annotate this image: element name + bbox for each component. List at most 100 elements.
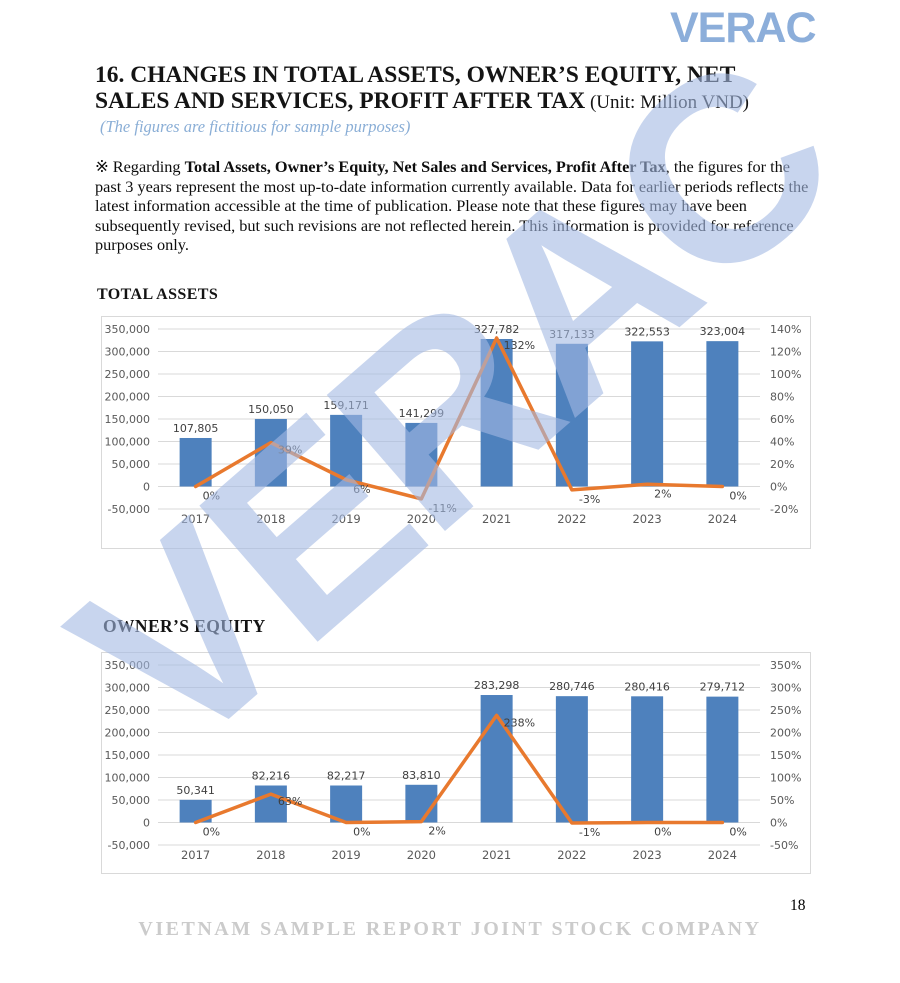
svg-text:0%: 0% [654,826,671,839]
svg-text:2021: 2021 [482,848,511,862]
svg-text:0: 0 [143,817,150,830]
svg-text:2%: 2% [428,825,445,838]
svg-text:-50,000: -50,000 [108,839,150,852]
svg-text:250,000: 250,000 [105,368,151,381]
svg-text:200,000: 200,000 [105,727,151,740]
svg-text:60%: 60% [770,413,794,426]
svg-text:317,133: 317,133 [549,328,595,341]
svg-text:39%: 39% [278,444,302,457]
disclaimer-paragraph: ※ Regarding Total Assets, Owner’s Equity… [95,157,819,255]
svg-text:279,712: 279,712 [700,681,746,694]
svg-text:50,000: 50,000 [112,458,151,471]
svg-text:100,000: 100,000 [105,436,151,449]
svg-text:50,000: 50,000 [112,794,151,807]
svg-text:200,000: 200,000 [105,391,151,404]
svg-text:159,171: 159,171 [323,399,369,412]
svg-text:-3%: -3% [579,493,600,506]
svg-text:280,746: 280,746 [549,680,595,693]
svg-text:140%: 140% [770,323,801,336]
svg-text:0%: 0% [729,826,746,839]
title-line1: 16. CHANGES IN TOTAL ASSETS, OWNER’S EQU… [95,62,736,88]
svg-text:350,000: 350,000 [105,323,151,336]
svg-text:150,000: 150,000 [105,749,151,762]
fictitious-figures-note: (The figures are fictitious for sample p… [100,117,411,136]
svg-text:2023: 2023 [632,512,661,526]
svg-text:100%: 100% [770,368,801,381]
svg-text:-50,000: -50,000 [108,503,150,516]
title-unit: (Unit: Million VND) [585,92,749,113]
svg-text:82,217: 82,217 [327,770,366,783]
footer-company-name: VIETNAM SAMPLE REPORT JOINT STOCK COMPAN… [138,918,762,940]
svg-text:238%: 238% [504,716,535,729]
svg-text:2018: 2018 [256,848,285,862]
verac-logo: VERAC [670,4,817,52]
svg-text:-50%: -50% [770,839,798,852]
svg-text:350,000: 350,000 [105,659,151,672]
svg-text:107,805: 107,805 [173,422,219,435]
svg-text:132%: 132% [504,339,535,352]
svg-text:120%: 120% [770,346,801,359]
svg-text:20%: 20% [770,458,794,471]
svg-text:-11%: -11% [428,502,456,515]
svg-text:0%: 0% [353,826,370,839]
svg-text:82,216: 82,216 [252,770,291,783]
svg-text:2024: 2024 [708,512,737,526]
svg-text:323,004: 323,004 [700,325,746,338]
svg-text:50,341: 50,341 [176,784,215,797]
svg-text:100,000: 100,000 [105,772,151,785]
owners-equity-chart-title: OWNER’S EQUITY [103,616,266,636]
svg-text:0%: 0% [770,481,787,494]
disclaimer-body: , the figures for the past 3 years repre… [95,157,809,254]
svg-text:327,782: 327,782 [474,323,520,336]
disclaimer-prefix: ※ Regarding [95,157,185,176]
svg-text:-20%: -20% [770,503,798,516]
svg-text:2020: 2020 [407,848,436,862]
svg-text:2021: 2021 [482,512,511,526]
svg-text:150%: 150% [770,749,801,762]
svg-text:6%: 6% [353,483,370,496]
svg-text:300,000: 300,000 [105,682,151,695]
svg-text:200%: 200% [770,727,801,740]
svg-text:280,416: 280,416 [624,680,670,693]
total-assets-chart: 350,000 140% 300,000 120% 250,000 100% 200,000… [101,316,811,549]
svg-text:100%: 100% [770,772,801,785]
svg-text:80%: 80% [770,391,794,404]
svg-text:141,299: 141,299 [399,407,445,420]
svg-text:0%: 0% [203,826,220,839]
svg-text:300%: 300% [770,682,801,695]
svg-text:2018: 2018 [256,512,285,526]
svg-text:2019: 2019 [331,512,360,526]
svg-text:300,000: 300,000 [105,346,151,359]
svg-text:250%: 250% [770,704,801,717]
svg-text:40%: 40% [770,436,794,449]
svg-text:2023: 2023 [632,848,661,862]
total-assets-chart-title: TOTAL ASSETS [97,286,219,303]
svg-text:350%: 350% [770,659,801,672]
svg-text:0%: 0% [729,490,746,503]
svg-text:150,000: 150,000 [105,413,151,426]
section-title: 16. CHANGES IN TOTAL ASSETS, OWNER’S EQU… [95,62,840,116]
svg-text:250,000: 250,000 [105,704,151,717]
svg-text:2017: 2017 [181,512,210,526]
svg-text:-1%: -1% [579,826,600,839]
svg-text:322,553: 322,553 [624,325,670,338]
disclaimer-bold-terms: Total Assets, Owner’s Equity, Net Sales … [184,157,666,176]
svg-text:2019: 2019 [331,848,360,862]
svg-text:83,810: 83,810 [402,769,441,782]
owners-equity-chart-canvas: 350,000 350% 300,000 300% 250,000 250% 200,000… [105,659,802,862]
title-line2: SALES AND SERVICES, PROFIT AFTER TAX [95,88,586,114]
svg-text:2020: 2020 [407,512,436,526]
owners-equity-chart: 350,000 350% 300,000 300% 250,000 250% 200,000… [101,652,811,874]
svg-text:50%: 50% [770,794,794,807]
svg-text:0: 0 [143,481,150,494]
svg-text:0%: 0% [770,817,787,830]
svg-text:2017: 2017 [181,848,210,862]
svg-text:2022: 2022 [557,512,586,526]
svg-text:63%: 63% [278,795,302,808]
total-assets-chart-canvas: 350,000 140% 300,000 120% 250,000 100% 200,000… [105,323,802,526]
svg-text:2024: 2024 [708,848,737,862]
svg-text:2%: 2% [654,487,671,500]
page-number: 18 [790,897,806,914]
svg-text:283,298: 283,298 [474,679,520,692]
